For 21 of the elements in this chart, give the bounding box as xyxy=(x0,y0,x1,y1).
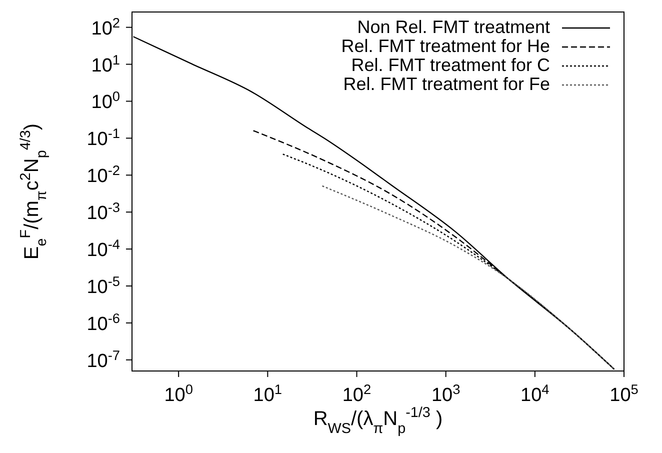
y-tick-label: 10$^{-5}$ xyxy=(86,273,120,298)
y-tick-label: 10$^{-4}$ xyxy=(86,236,120,262)
y-tick-label: 10$^{0}$ xyxy=(91,88,120,114)
y-tick-label: 10$^{-7}$ xyxy=(86,347,120,372)
y-tick-label: 10$^{1}$ xyxy=(91,52,120,76)
x-tick-label: 10$^{1}$ xyxy=(253,382,282,406)
legend-label: Non Rel. FMT treatment xyxy=(357,17,550,37)
x-axis-title: R$_{WS}$/(λ$_{π}$N$_{p}$$^{-1/3}$ ) xyxy=(313,405,443,437)
y-tick-label: 10$^{2}$ xyxy=(91,14,120,40)
legend-label: Rel. FMT treatment for Fe xyxy=(343,74,550,94)
y-tick-label: 10$^{-1}$ xyxy=(86,126,120,150)
legend-label: Rel. FMT treatment for C xyxy=(351,55,550,75)
x-tick-label: 10$^{3}$ xyxy=(431,382,460,406)
x-tick-label: 10$^{2}$ xyxy=(342,382,372,406)
y-tick-label: 10$^{-6}$ xyxy=(86,310,120,335)
x-tick-label: 10$^{4}$ xyxy=(520,382,550,406)
x-tick-label: 10$^{0}$ xyxy=(164,382,194,406)
legend-label: Rel. FMT treatment for He xyxy=(341,36,550,56)
y-tick-label: 10$^{-2}$ xyxy=(86,162,120,188)
x-tick-label: 10$^{5}$ xyxy=(610,382,639,406)
y-tick-label: 10$^{-3}$ xyxy=(86,200,120,224)
